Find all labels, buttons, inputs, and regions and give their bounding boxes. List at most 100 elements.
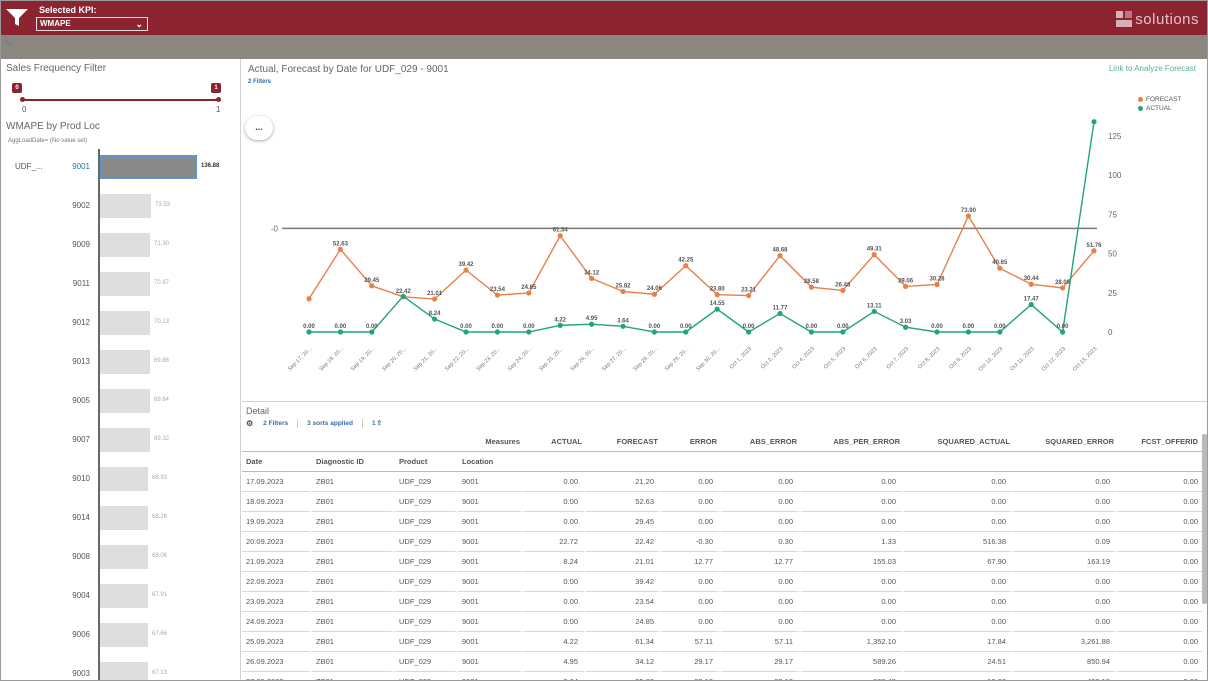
wmape-bar[interactable] <box>100 194 151 218</box>
wmape-bar[interactable] <box>100 623 148 647</box>
legend-item-actual[interactable]: ACTUAL <box>1138 104 1181 113</box>
column-header[interactable]: SQUARED_ERROR <box>1014 432 1118 452</box>
slider-high-dot[interactable] <box>216 97 221 102</box>
wmape-bar-row[interactable]: 9005 69.64 <box>1 387 241 415</box>
wmape-bar-row[interactable]: 9010 68.93 <box>1 465 241 493</box>
table-cell: 9001 <box>458 672 524 680</box>
wmape-bar-row[interactable]: UDF_... 9001 136.88 <box>1 153 241 181</box>
actual-data-point <box>840 329 846 335</box>
wmape-bar-row[interactable]: 9014 68.26 <box>1 504 241 532</box>
kpi-dropdown[interactable]: WMAPE ⌄ <box>36 17 148 31</box>
settings-gear-icon[interactable]: ⚙ <box>246 418 254 428</box>
column-header[interactable]: Date <box>242 452 312 472</box>
table-cell: 0.00 <box>904 492 1014 512</box>
column-header[interactable]: ABS_PER_ERROR <box>801 432 904 452</box>
forecast-data-label: 34.12 <box>584 270 600 276</box>
column-header[interactable]: ERROR <box>662 432 721 452</box>
wmape-bar[interactable] <box>100 506 148 530</box>
detail-filters-link[interactable]: 2 Filters <box>263 419 289 427</box>
frequency-slider-track[interactable] <box>22 99 219 101</box>
table-cell: 67.90 <box>904 552 1014 572</box>
column-header[interactable]: Location <box>458 452 524 472</box>
table-cell: 9001 <box>458 612 524 632</box>
wmape-bar[interactable] <box>100 233 150 257</box>
filter-icon[interactable] <box>5 8 29 28</box>
x-tick-label: Sep 25, 20... <box>538 346 565 373</box>
bar-location-label: 9014 <box>72 513 90 522</box>
table-cell: 24.51 <box>904 652 1014 672</box>
legend-label-forecast: FORECAST <box>1146 96 1182 103</box>
table-row[interactable]: 24.09.2023 ZB01 UDF_029 9001 0.00 24.85 0.00 0.… <box>242 612 1202 632</box>
table-cell: 39.42 <box>586 572 662 592</box>
table-row[interactable]: 19.09.2023 ZB01 UDF_029 9001 0.00 29.45 0.00 0.… <box>242 512 1202 532</box>
wmape-bar-row[interactable]: 9006 67.66 <box>1 621 241 649</box>
column-header[interactable]: Diagnostic ID <box>312 452 395 472</box>
slider-high-handle[interactable]: 1 <box>211 83 221 93</box>
x-tick-label: Sep 30, 20... <box>695 346 722 373</box>
table-cell: 0.00 <box>1118 592 1202 612</box>
table-cell: 0.09 <box>1014 532 1118 552</box>
column-header[interactable]: ACTUAL <box>524 432 586 452</box>
column-header[interactable]: SQUARED_ACTUAL <box>904 432 1014 452</box>
wmape-bar[interactable] <box>100 428 150 452</box>
wmape-bar[interactable] <box>100 272 150 296</box>
analyze-forecast-link[interactable]: Link to Analyze Forecast <box>1108 64 1196 73</box>
detail-sorts-link[interactable]: 3 sorts applied <box>307 419 353 427</box>
more-options-button[interactable]: ... <box>245 116 273 140</box>
table-row[interactable]: 18.09.2023 ZB01 UDF_029 9001 0.00 52.63 0.00 0.… <box>242 492 1202 512</box>
actual-legend-marker <box>1138 106 1143 111</box>
wmape-bar-row[interactable]: 9009 71.30 <box>1 231 241 259</box>
table-row[interactable]: 27.09.2023ZB01UDF_02990013.6425.8222.182… <box>242 672 1202 680</box>
detail-panel: Detail ⚙ 2 Filters 3 sorts applied 1 ⇧ M… <box>242 401 1207 680</box>
wmape-bar-row[interactable]: 9002 73.53 <box>1 192 241 220</box>
table-row[interactable]: 20.09.2023 ZB01 UDF_029 9001 22.72 22.42 -0.30… <box>242 532 1202 552</box>
column-header[interactable]: FCST_OFFERID <box>1118 432 1202 452</box>
wmape-bar-row[interactable]: 9013 69.86 <box>1 348 241 376</box>
wmape-bar[interactable] <box>100 350 150 374</box>
column-header[interactable]: ABS_ERROR <box>721 432 801 452</box>
brand-mark-icon <box>1116 11 1133 27</box>
slider-low-dot[interactable] <box>20 97 25 102</box>
wmape-bar-row[interactable]: 9003 67.13 <box>1 660 241 680</box>
wmape-bar[interactable] <box>100 311 150 335</box>
chart-filters-badge[interactable]: 2 Filters <box>248 79 272 85</box>
wmape-bar[interactable] <box>100 662 148 680</box>
legend-item-forecast[interactable]: FORECAST <box>1138 95 1181 104</box>
toolbar-action-icon[interactable]: ✎ <box>5 39 13 49</box>
wmape-bar[interactable] <box>100 545 148 569</box>
actual-data-point <box>965 329 972 335</box>
export-icon[interactable]: ⇧ <box>376 420 383 427</box>
wmape-chart-title: WMAPE by Prod Loc <box>6 121 100 132</box>
table-row[interactable]: 23.09.2023 ZB01 UDF_029 9001 0.00 23.54 0.00 0.… <box>242 592 1202 612</box>
column-header[interactable]: Product <box>395 452 458 472</box>
wmape-bar-row[interactable]: 9011 70.97 <box>1 270 241 298</box>
wmape-bar[interactable] <box>100 584 148 608</box>
wmape-bar[interactable] <box>100 467 148 491</box>
table-row[interactable]: 21.09.2023 ZB01 UDF_029 9001 8.24 21.01 12.77 1… <box>242 552 1202 572</box>
table-row[interactable]: 26.09.2023 ZB01 UDF_029 9001 4.95 34.12 29.17 2… <box>242 652 1202 672</box>
bar-location-label: 9007 <box>72 435 90 444</box>
table-cell: 0.00 <box>904 592 1014 612</box>
y-tick-label: 75 <box>1108 210 1117 219</box>
table-row[interactable]: 17.09.2023 ZB01 UDF_029 9001 0.00 21.20 0.00 0.… <box>242 472 1202 492</box>
table-cell: UDF_029 <box>395 512 458 532</box>
wmape-bar-row[interactable]: 9007 69.32 <box>1 426 241 454</box>
wmape-bar[interactable] <box>100 389 150 413</box>
table-row[interactable]: 22.09.2023 ZB01 UDF_029 9001 0.00 39.42 0.00 0.… <box>242 572 1202 592</box>
detail-title: Detail <box>246 406 270 416</box>
forecast-data-point <box>903 283 909 289</box>
wmape-bar-row[interactable]: 9008 68.06 <box>1 543 241 571</box>
column-header[interactable]: FORECAST <box>586 432 662 452</box>
forecast-data-label: 25.82 <box>615 283 631 289</box>
slider-low-handle[interactable]: 0 <box>12 83 22 93</box>
wmape-bar-row[interactable]: 9004 67.91 <box>1 582 241 610</box>
agg-load-date-note: AggLoadDate= (No value set) <box>8 138 88 144</box>
bar-location-label: 9006 <box>72 630 90 639</box>
wmape-bar[interactable] <box>100 155 197 179</box>
detail-scrollbar[interactable] <box>1202 434 1207 604</box>
forecast-data-label: 30.44 <box>1024 276 1040 282</box>
wmape-bar-row[interactable]: 9012 70.13 <box>1 309 241 337</box>
forecast-data-point <box>997 265 1003 271</box>
table-cell: 0.00 <box>662 572 721 592</box>
table-row[interactable]: 25.09.2023 ZB01 UDF_029 9001 4.22 61.34 57.11 5… <box>242 632 1202 652</box>
